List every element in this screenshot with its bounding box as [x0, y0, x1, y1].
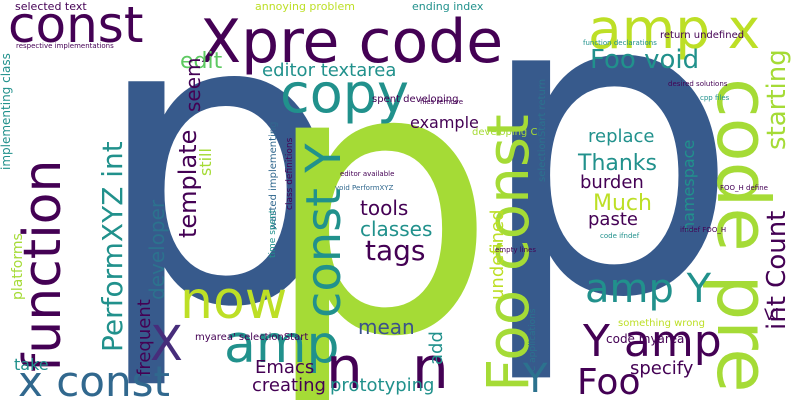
cloud-word: prototyping — [330, 375, 434, 396]
cloud-word: p — [262, 0, 497, 400]
cloud-word: seem — [181, 57, 205, 112]
cloud-word: amp Y — [585, 266, 712, 312]
cloud-word: ending index — [412, 0, 484, 13]
cloud-word: void PerformXYZ — [335, 184, 394, 192]
cloud-word: wasted implementing — [268, 121, 279, 230]
cloud-word: Foo const — [474, 114, 542, 392]
cloud-word: C applications — [528, 308, 538, 372]
cloud-word: now — [180, 271, 287, 331]
cloud-word: specify — [630, 358, 694, 379]
cloud-word: Vi — [764, 305, 779, 324]
cloud-word: template — [174, 130, 202, 238]
cloud-word: namespace — [679, 140, 698, 232]
cloud-word: tools — [360, 196, 408, 220]
cloud-word: return undefined — [660, 30, 744, 41]
cloud-word: n — [412, 334, 449, 400]
cloud-word: tags — [365, 234, 426, 267]
cloud-word: files remove — [420, 98, 463, 106]
cloud-word: Foo void — [590, 45, 699, 75]
cloud-word: Y — [522, 356, 548, 400]
cloud-word: something wrong — [618, 318, 705, 329]
cloud-word: time spent — [268, 209, 278, 258]
cloud-word: FOO_H define — [720, 184, 768, 192]
cloud-word: code pre — [701, 78, 785, 393]
cloud-word: still — [196, 148, 215, 176]
cloud-word: myarea' selectionStart — [195, 332, 308, 343]
cloud-word: burden — [580, 172, 644, 193]
cloud-word: const Y — [296, 143, 352, 318]
cloud-word: PerformXYZ int — [96, 141, 129, 352]
cloud-word: example — [410, 113, 479, 132]
cloud-word: Thanks — [577, 151, 657, 176]
cloud-word: creating — [252, 375, 326, 396]
cloud-word: Xpre code — [200, 7, 503, 77]
cloud-word: classes — [360, 217, 432, 241]
cloud-word: amp x — [588, 0, 760, 61]
cloud-word: platforms — [10, 233, 26, 300]
cloud-word: n — [326, 334, 363, 400]
cloud-word: selectionStart return — [537, 79, 548, 182]
cloud-word: paste — [588, 209, 638, 230]
cloud-word: function declarations — [583, 39, 657, 47]
cloud-word: p — [474, 0, 741, 390]
cloud-word: starting — [762, 49, 792, 150]
cloud-word: undefined — [487, 209, 508, 300]
cloud-word: X — [150, 316, 183, 372]
cloud-word: code ifndef — [600, 232, 640, 240]
cloud-word: p — [92, 0, 346, 395]
cloud-word: edit — [180, 49, 223, 74]
cloud-word: desired solutions — [668, 80, 728, 88]
cloud-word: int Count — [762, 211, 792, 330]
cloud-word: selected text — [15, 0, 87, 13]
cloud-word: x const — [18, 357, 170, 400]
cloud-word: spent developing — [372, 94, 458, 105]
cloud-word: const — [8, 0, 143, 54]
cloud-word: copy — [280, 62, 409, 125]
cloud-word: take — [14, 355, 49, 374]
cloud-word: Much — [593, 191, 652, 216]
cloud-word: class definitions — [285, 137, 295, 210]
cloud-word: cpp files — [700, 94, 730, 102]
cloud-word: frequent — [134, 299, 155, 376]
cloud-word: Foo — [577, 362, 640, 400]
cloud-word: code myarea' — [606, 332, 688, 346]
cloud-word: replace — [588, 126, 655, 147]
cloud-word: ifndef FOO_H — [680, 226, 726, 234]
cloud-word: implementing class — [0, 53, 13, 170]
cloud-word: mean — [358, 315, 415, 339]
cloud-word: annoying problem — [255, 0, 355, 13]
cloud-word: function — [13, 160, 73, 372]
cloud-word: Emacs — [255, 357, 314, 378]
cloud-word: add — [426, 331, 447, 365]
cloud-word: Y amp — [582, 316, 722, 367]
cloud-word: respective implementations — [16, 42, 114, 50]
cloud-word: empty lines — [495, 246, 536, 254]
cloud-word: editor available — [340, 170, 394, 178]
cloud-word: developing C — [472, 127, 537, 138]
cloud-word: editor textarea — [262, 60, 396, 81]
cloud-word: amp — [224, 315, 340, 375]
cloud-word: developer — [145, 199, 169, 300]
